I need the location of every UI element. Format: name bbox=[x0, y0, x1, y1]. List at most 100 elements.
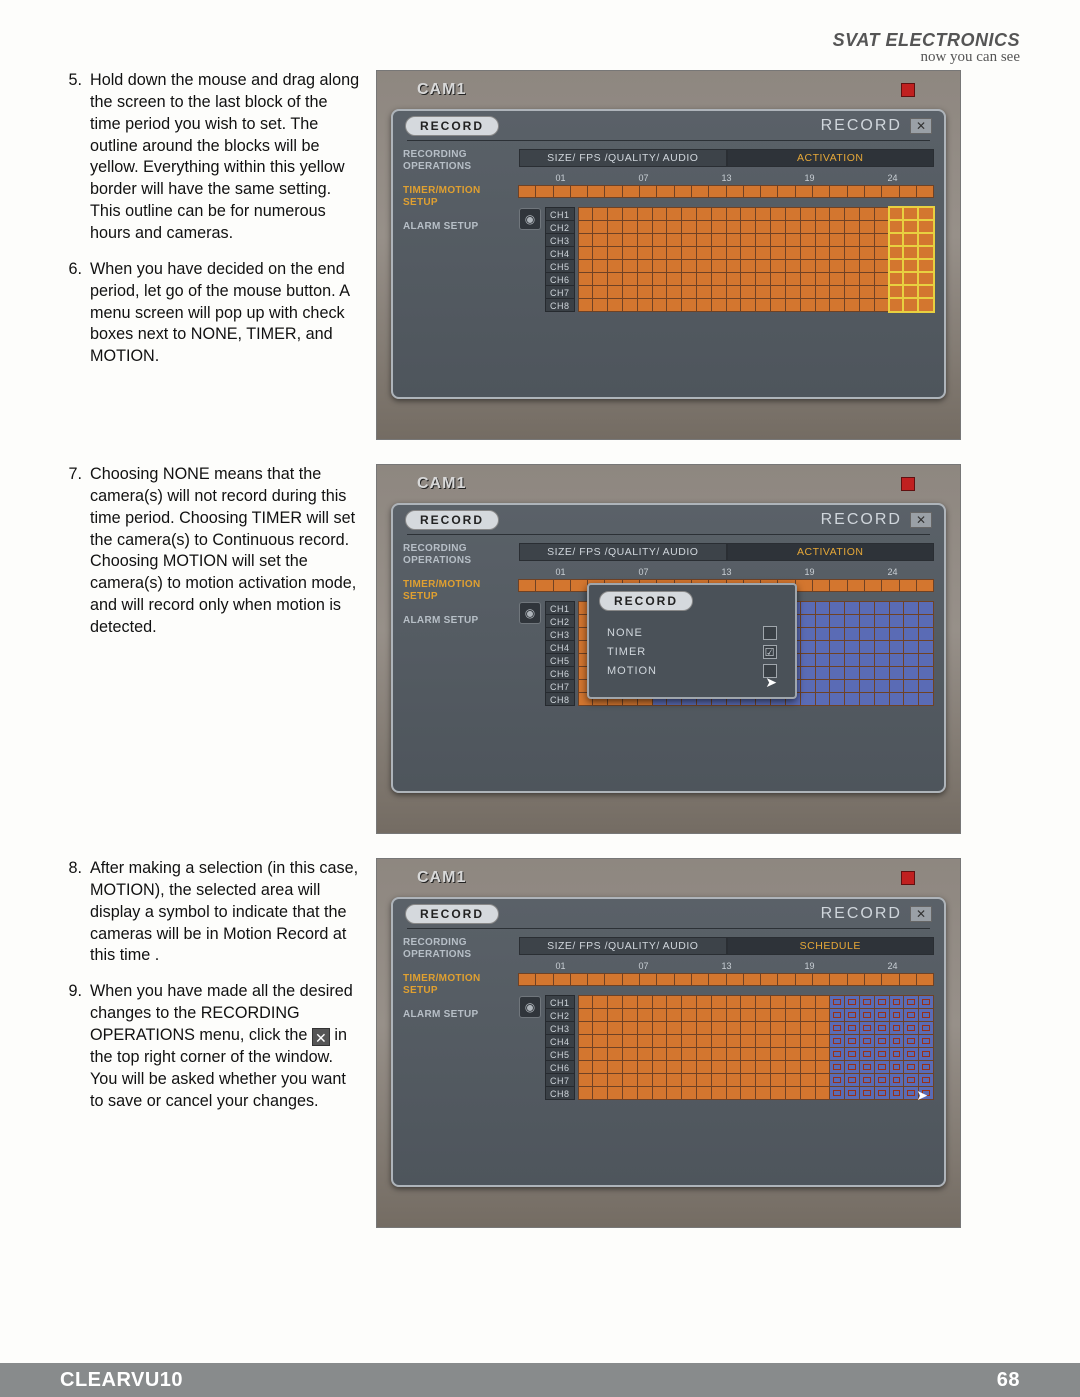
menu-alarm-setup[interactable]: ALARM SETUP bbox=[403, 615, 511, 627]
schedule-cell[interactable] bbox=[696, 246, 712, 260]
menu-timer-motion[interactable]: TIMER/MOTION SETUP bbox=[403, 579, 511, 603]
schedule-cell[interactable] bbox=[681, 233, 697, 247]
schedule-cell[interactable] bbox=[903, 1073, 919, 1087]
schedule-cell[interactable] bbox=[844, 272, 860, 286]
schedule-cell[interactable] bbox=[874, 298, 890, 312]
schedule-cell[interactable] bbox=[711, 285, 727, 299]
checkbox-motion[interactable] bbox=[763, 664, 777, 678]
checkbox-timer[interactable]: ☑ bbox=[763, 645, 777, 659]
schedule-cell[interactable] bbox=[889, 995, 905, 1009]
schedule-cell[interactable] bbox=[903, 298, 919, 312]
schedule-cell[interactable] bbox=[681, 272, 697, 286]
schedule-cell[interactable] bbox=[592, 207, 608, 221]
schedule-cell[interactable] bbox=[874, 666, 890, 680]
schedule-cell[interactable] bbox=[903, 995, 919, 1009]
schedule-cell[interactable] bbox=[592, 1073, 608, 1087]
schedule-cell[interactable] bbox=[592, 995, 608, 1009]
schedule-cell[interactable] bbox=[903, 272, 919, 286]
schedule-cell[interactable] bbox=[711, 298, 727, 312]
schedule-cell[interactable] bbox=[755, 298, 771, 312]
schedule-cell[interactable] bbox=[755, 1047, 771, 1061]
schedule-cell[interactable] bbox=[696, 1073, 712, 1087]
schedule-cell[interactable] bbox=[740, 1086, 756, 1100]
close-button[interactable]: ✕ bbox=[910, 906, 932, 922]
schedule-cell[interactable] bbox=[903, 285, 919, 299]
schedule-cell[interactable] bbox=[859, 679, 875, 693]
schedule-cell[interactable] bbox=[622, 298, 638, 312]
schedule-cell[interactable] bbox=[874, 614, 890, 628]
schedule-cell[interactable] bbox=[815, 653, 831, 667]
schedule-cell[interactable] bbox=[578, 285, 594, 299]
schedule-cell[interactable] bbox=[607, 995, 623, 1009]
schedule-cell[interactable] bbox=[755, 1021, 771, 1035]
schedule-cell[interactable] bbox=[726, 1073, 742, 1087]
schedule-cell[interactable] bbox=[622, 1021, 638, 1035]
schedule-cell[interactable] bbox=[578, 1008, 594, 1022]
schedule-cell[interactable] bbox=[844, 627, 860, 641]
schedule-cell[interactable] bbox=[829, 1086, 845, 1100]
schedule-cell[interactable] bbox=[711, 1073, 727, 1087]
schedule-cell[interactable] bbox=[859, 1047, 875, 1061]
schedule-cell[interactable] bbox=[815, 627, 831, 641]
schedule-cell[interactable] bbox=[874, 246, 890, 260]
schedule-cell[interactable] bbox=[829, 614, 845, 628]
schedule-cell[interactable] bbox=[889, 298, 905, 312]
schedule-cell[interactable] bbox=[889, 627, 905, 641]
schedule-cell[interactable] bbox=[918, 601, 934, 615]
schedule-cell[interactable] bbox=[740, 259, 756, 273]
schedule-cell[interactable] bbox=[829, 692, 845, 706]
schedule-cell[interactable] bbox=[874, 1047, 890, 1061]
schedule-cell[interactable] bbox=[800, 640, 816, 654]
schedule-cell[interactable] bbox=[726, 246, 742, 260]
schedule-cell[interactable] bbox=[844, 233, 860, 247]
schedule-cell[interactable] bbox=[815, 640, 831, 654]
schedule-cell[interactable] bbox=[770, 1047, 786, 1061]
schedule-cell[interactable] bbox=[607, 285, 623, 299]
schedule-cell[interactable] bbox=[711, 1060, 727, 1074]
schedule-cell[interactable] bbox=[755, 233, 771, 247]
schedule-cell[interactable] bbox=[815, 1021, 831, 1035]
schedule-cell[interactable] bbox=[889, 1073, 905, 1087]
schedule-cell[interactable] bbox=[859, 1034, 875, 1048]
schedule-cell[interactable] bbox=[874, 207, 890, 221]
schedule-cell[interactable] bbox=[740, 1073, 756, 1087]
schedule-cell[interactable] bbox=[800, 259, 816, 273]
schedule-cell[interactable] bbox=[903, 653, 919, 667]
schedule-cell[interactable] bbox=[726, 259, 742, 273]
schedule-cell[interactable] bbox=[859, 285, 875, 299]
schedule-cell[interactable] bbox=[755, 1073, 771, 1087]
schedule-cell[interactable] bbox=[696, 272, 712, 286]
schedule-cell[interactable] bbox=[844, 640, 860, 654]
schedule-cell[interactable] bbox=[859, 1073, 875, 1087]
schedule-cell[interactable] bbox=[918, 298, 934, 312]
schedule-cell[interactable] bbox=[844, 207, 860, 221]
schedule-cell[interactable] bbox=[918, 285, 934, 299]
schedule-cell[interactable] bbox=[637, 1073, 653, 1087]
menu-timer-motion[interactable]: TIMER/MOTION SETUP bbox=[403, 973, 511, 997]
schedule-cell[interactable] bbox=[918, 653, 934, 667]
schedule-cell[interactable] bbox=[903, 207, 919, 221]
schedule-cell[interactable] bbox=[844, 1047, 860, 1061]
schedule-cell[interactable] bbox=[829, 601, 845, 615]
schedule-cell[interactable] bbox=[815, 601, 831, 615]
schedule-cell[interactable] bbox=[652, 285, 668, 299]
schedule-cell[interactable] bbox=[918, 272, 934, 286]
schedule-cell[interactable] bbox=[696, 1060, 712, 1074]
schedule-cell[interactable] bbox=[800, 207, 816, 221]
schedule-cell[interactable] bbox=[815, 666, 831, 680]
schedule-cell[interactable] bbox=[785, 298, 801, 312]
schedule-cell[interactable] bbox=[592, 246, 608, 260]
schedule-cell[interactable] bbox=[903, 601, 919, 615]
schedule-cell[interactable] bbox=[889, 653, 905, 667]
schedule-cell[interactable] bbox=[800, 1060, 816, 1074]
schedule-cell[interactable] bbox=[903, 220, 919, 234]
schedule-cell[interactable] bbox=[815, 272, 831, 286]
schedule-cell[interactable] bbox=[711, 246, 727, 260]
schedule-cell[interactable] bbox=[844, 1073, 860, 1087]
camera-icon[interactable]: ◉ bbox=[519, 208, 541, 230]
schedule-cell[interactable] bbox=[889, 246, 905, 260]
schedule-cell[interactable] bbox=[874, 1060, 890, 1074]
schedule-cell[interactable] bbox=[800, 653, 816, 667]
schedule-cell[interactable] bbox=[740, 285, 756, 299]
schedule-cell[interactable] bbox=[592, 1060, 608, 1074]
